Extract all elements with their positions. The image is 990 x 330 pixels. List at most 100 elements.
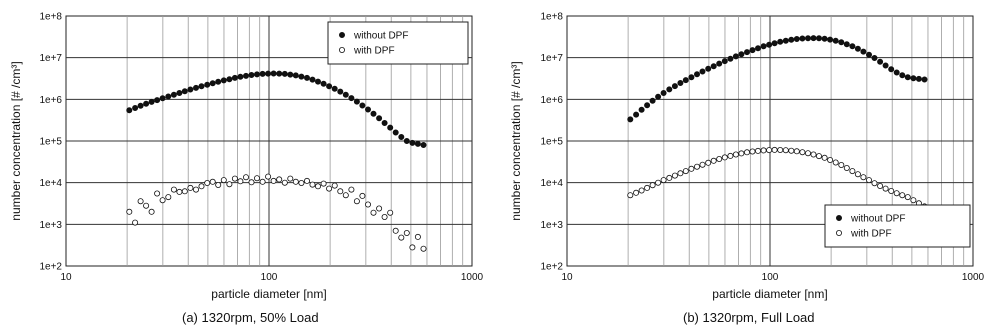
data-point — [176, 188, 183, 195]
data-point — [649, 97, 656, 104]
data-point — [866, 177, 873, 184]
x-axis-title: particle diameter [nm] — [712, 287, 827, 301]
data-point — [237, 73, 244, 80]
data-point — [192, 84, 199, 91]
data-point — [688, 74, 695, 81]
x-tick-label: 1000 — [962, 272, 985, 283]
data-point — [198, 183, 205, 190]
data-point — [132, 219, 139, 226]
data-point — [403, 229, 410, 236]
data-point — [132, 105, 139, 112]
data-point — [337, 188, 344, 195]
data-point — [353, 98, 360, 105]
y-tick-label: 1e+5 — [540, 137, 563, 148]
data-point — [287, 71, 294, 78]
data-point — [821, 35, 828, 42]
data-point — [159, 197, 166, 204]
legend-marker — [338, 47, 345, 54]
data-point — [860, 174, 867, 181]
data-point — [660, 177, 667, 184]
data-point — [838, 39, 845, 46]
data-point — [414, 140, 421, 147]
y-tick-label: 1e+6 — [540, 95, 563, 106]
data-point — [827, 36, 834, 43]
data-point — [893, 190, 900, 197]
data-point — [699, 68, 706, 75]
data-point — [403, 137, 410, 144]
data-point — [376, 205, 383, 212]
data-point — [204, 179, 211, 186]
data-point — [237, 178, 244, 185]
data-point — [721, 154, 728, 161]
figure-caption: (a) 1320rpm, 50% Load — [182, 310, 319, 325]
data-point — [771, 40, 778, 47]
legend-marker — [836, 214, 843, 221]
data-point — [755, 147, 762, 154]
y-tick-label: 1e+6 — [39, 95, 62, 106]
data-point — [854, 45, 861, 52]
data-point — [755, 45, 762, 52]
data-point — [644, 184, 651, 191]
data-point — [710, 157, 717, 164]
data-point — [749, 47, 756, 54]
data-point — [298, 73, 305, 80]
data-point — [843, 164, 850, 171]
y-tick-label: 1e+7 — [540, 53, 563, 64]
data-point — [126, 107, 133, 114]
data-point — [627, 192, 634, 199]
legend-box — [824, 204, 971, 248]
figure-caption: (b) 1320rpm, Full Load — [683, 310, 815, 325]
data-point — [303, 177, 310, 184]
data-point — [181, 188, 188, 195]
legend-marker — [836, 229, 843, 236]
data-point — [387, 209, 394, 216]
x-tick-label: 100 — [261, 272, 278, 283]
data-point — [148, 98, 155, 105]
data-point — [337, 88, 344, 95]
data-point — [777, 38, 784, 45]
data-point — [849, 168, 856, 175]
data-point — [303, 74, 310, 81]
data-point — [170, 91, 177, 98]
data-point — [165, 93, 172, 100]
data-point — [253, 71, 260, 78]
x-tick-label: 10 — [561, 272, 573, 283]
data-point — [143, 202, 150, 209]
data-point — [893, 69, 900, 76]
data-point — [777, 146, 784, 153]
data-point — [705, 65, 712, 72]
data-point — [276, 70, 283, 77]
data-point — [126, 208, 133, 215]
data-point — [348, 186, 355, 193]
data-point — [716, 60, 723, 67]
data-point — [292, 72, 299, 79]
data-point — [259, 178, 266, 185]
data-point — [694, 163, 701, 170]
data-point — [331, 85, 338, 92]
data-point — [270, 177, 277, 184]
data-point — [204, 81, 211, 88]
data-point — [215, 78, 222, 85]
data-point — [899, 192, 906, 199]
data-point — [309, 181, 316, 188]
y-tick-label: 1e+5 — [39, 137, 62, 148]
data-point — [159, 95, 166, 102]
data-point — [671, 172, 678, 179]
data-point — [242, 174, 249, 181]
data-point — [660, 90, 667, 97]
data-point — [348, 95, 355, 102]
data-point — [749, 148, 756, 155]
data-point — [682, 77, 689, 84]
data-point — [666, 174, 673, 181]
y-tick-label: 1e+8 — [540, 12, 563, 23]
data-point — [732, 53, 739, 60]
data-point — [810, 35, 817, 42]
data-point — [314, 78, 321, 85]
data-point — [398, 234, 405, 241]
data-point — [409, 244, 416, 251]
data-point — [364, 201, 371, 208]
data-point — [910, 75, 917, 82]
y-tick-label: 1e+3 — [39, 220, 62, 231]
data-point — [738, 51, 745, 58]
data-point — [370, 110, 377, 117]
